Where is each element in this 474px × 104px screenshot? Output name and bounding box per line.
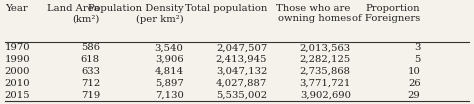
Text: Total population: Total population (185, 4, 267, 13)
Text: 4,814: 4,814 (155, 67, 183, 76)
Text: 3,906: 3,906 (155, 55, 183, 64)
Text: 2,413,945: 2,413,945 (216, 55, 267, 64)
Text: 26: 26 (408, 79, 420, 88)
Text: Year: Year (5, 4, 27, 13)
Text: 4,027,887: 4,027,887 (216, 79, 267, 88)
Text: 1990: 1990 (5, 55, 30, 64)
Text: 1970: 1970 (5, 43, 30, 52)
Text: 3,540: 3,540 (155, 43, 183, 52)
Text: Land Area
(km²): Land Area (km²) (47, 4, 100, 24)
Text: 2010: 2010 (5, 79, 30, 88)
Text: 3,771,721: 3,771,721 (300, 79, 351, 88)
Text: 29: 29 (408, 90, 420, 100)
Text: 2,282,125: 2,282,125 (300, 55, 351, 64)
Text: 3: 3 (414, 43, 420, 52)
Text: 719: 719 (81, 90, 100, 100)
Text: 633: 633 (81, 67, 100, 76)
Text: Those who are
owning homes: Those who are owning homes (276, 4, 351, 24)
Text: 586: 586 (81, 43, 100, 52)
Text: 2,013,563: 2,013,563 (300, 43, 351, 52)
Text: 618: 618 (81, 55, 100, 64)
Text: 5,897: 5,897 (155, 79, 183, 88)
Text: 3,902,690: 3,902,690 (300, 90, 351, 100)
Text: 10: 10 (408, 67, 420, 76)
Text: 2000: 2000 (5, 67, 30, 76)
Text: Proportion
of Foreigners: Proportion of Foreigners (352, 4, 420, 24)
Text: 7,130: 7,130 (155, 90, 183, 100)
Text: 2,735,868: 2,735,868 (300, 67, 351, 76)
Text: Population Density
(per km²): Population Density (per km²) (88, 4, 183, 24)
Text: 3,047,132: 3,047,132 (216, 67, 267, 76)
Text: 2015: 2015 (5, 90, 30, 100)
Text: 2,047,507: 2,047,507 (216, 43, 267, 52)
Text: 712: 712 (81, 79, 100, 88)
Text: 5,535,002: 5,535,002 (216, 90, 267, 100)
Text: 5: 5 (414, 55, 420, 64)
